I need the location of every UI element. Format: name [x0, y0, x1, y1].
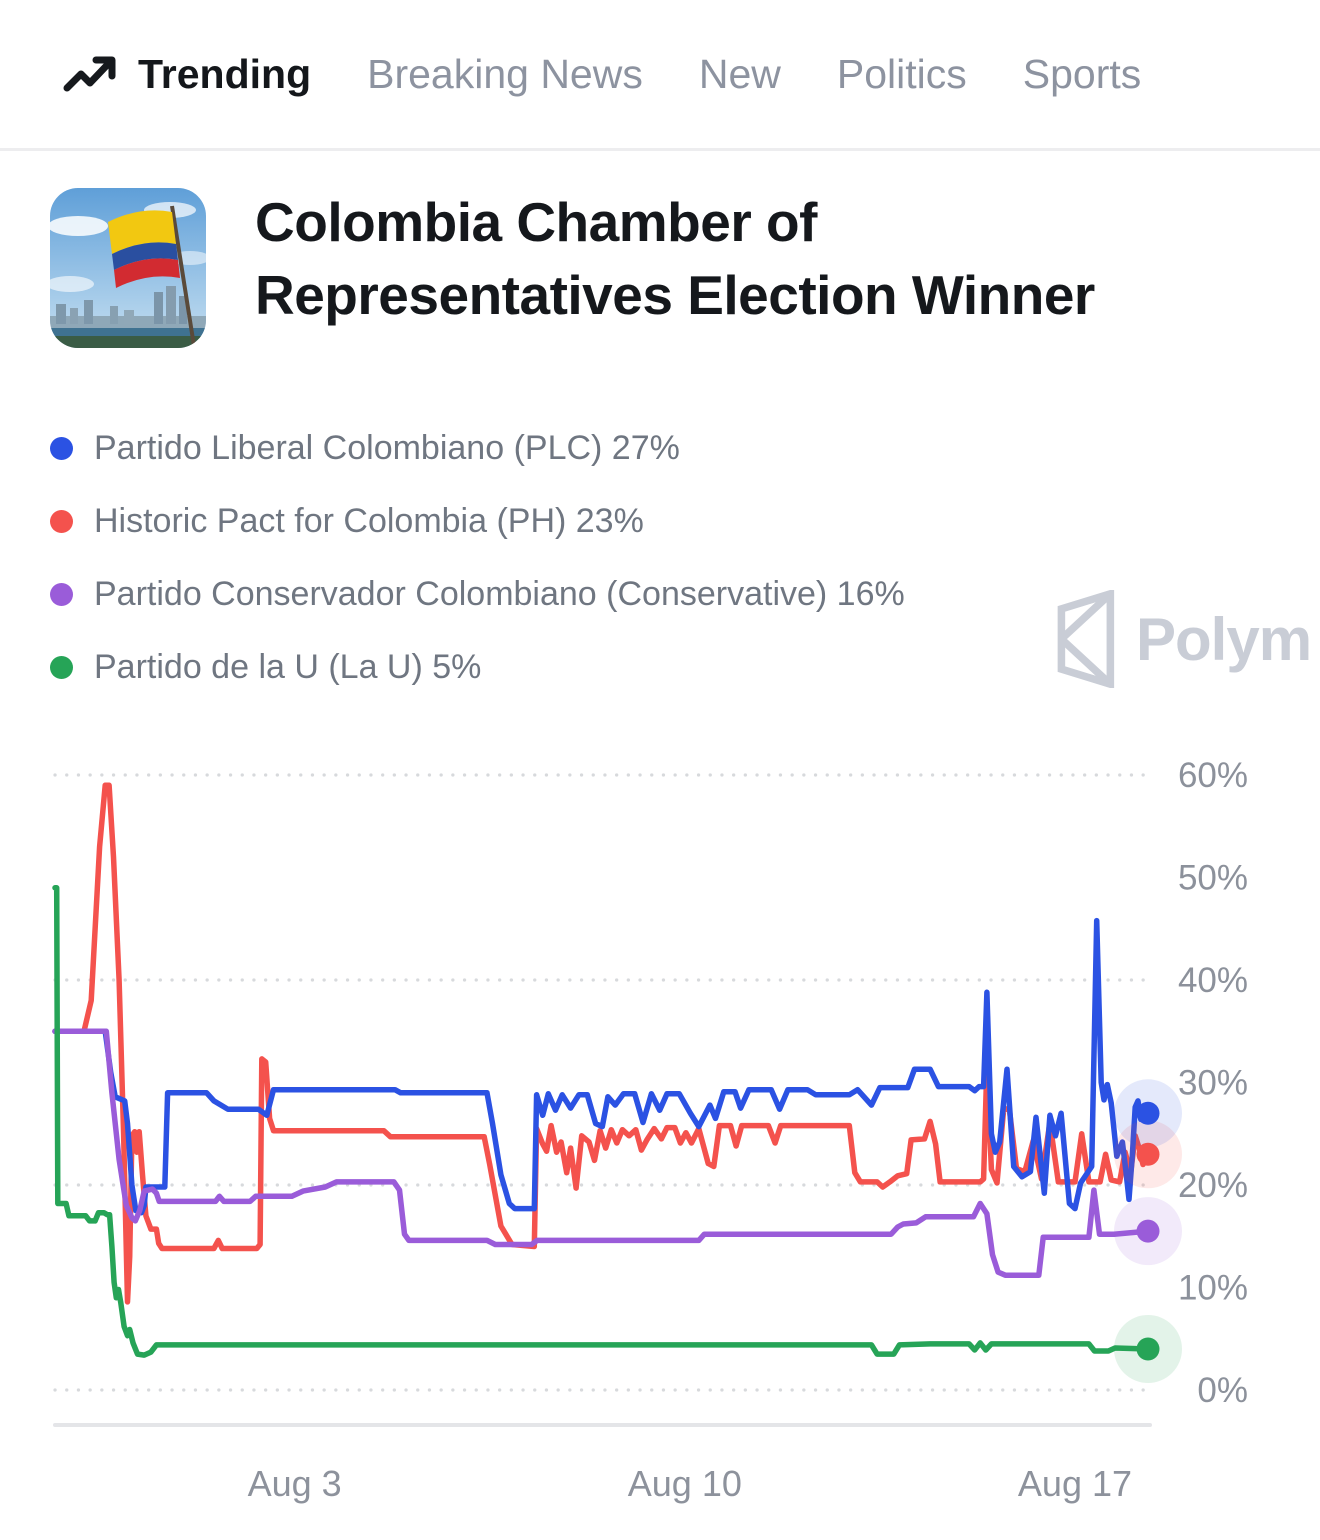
- y-axis-label-0: 0%: [1197, 1371, 1248, 1410]
- tab-new[interactable]: New: [699, 51, 781, 98]
- top-nav: Trending Breaking News New Politics Spor…: [0, 0, 1320, 151]
- trending-up-icon: [63, 56, 116, 92]
- endpoint-dot-plc: [1136, 1101, 1160, 1125]
- legend-item-conservative[interactable]: Partido Conservador Colombiano (Conserva…: [50, 558, 905, 631]
- legend-item-ph[interactable]: Historic Pact for Colombia (PH) 23%: [50, 485, 905, 558]
- y-axis-label-60: 60%: [1178, 756, 1248, 795]
- x-axis-label-aug-10: Aug 10: [628, 1463, 742, 1504]
- y-axis-label-20: 20%: [1178, 1166, 1248, 1205]
- legend-dot-red: [50, 510, 73, 533]
- nav-label: Politics: [836, 50, 967, 97]
- polymarket-watermark: Polym: [1052, 590, 1312, 688]
- market-image-colombia-flag: [50, 188, 206, 348]
- y-axis-label-50: 50%: [1178, 859, 1248, 898]
- nav-label: Breaking News: [367, 50, 643, 97]
- nav-label: New: [698, 50, 781, 97]
- legend-item-lau[interactable]: Partido de la U (La U) 5%: [50, 631, 905, 704]
- tab-sports[interactable]: Sports: [1023, 51, 1142, 98]
- tab-politics[interactable]: Politics: [837, 51, 967, 98]
- chart-legend: Partido Liberal Colombiano (PLC) 27% His…: [50, 412, 905, 704]
- series-line-lau: [52, 885, 1151, 1358]
- tab-trending[interactable]: Trending: [62, 51, 311, 98]
- y-axis-label-40: 40%: [1178, 961, 1248, 1000]
- x-axis-label-aug-3: Aug 3: [248, 1463, 342, 1504]
- legend-label: Partido de la U (La U) 5%: [94, 648, 482, 686]
- y-axis-label-30: 30%: [1178, 1064, 1248, 1103]
- endpoint-dot-ph: [1136, 1142, 1160, 1166]
- tab-breaking-news[interactable]: Breaking News: [367, 51, 643, 98]
- legend-dot-purple: [50, 583, 73, 606]
- polymarket-logo-icon: [1057, 590, 1115, 688]
- nav-label: Trending: [138, 50, 312, 97]
- price-chart[interactable]: 0% 10% 20% 30% 40% 50% 60% Aug 3 Aug 10 Aug 17: [0, 740, 1320, 1540]
- x-axis-label-aug-17: Aug 17: [1018, 1463, 1132, 1504]
- legend-dot-blue: [50, 437, 73, 460]
- y-axis-label-10: 10%: [1178, 1269, 1248, 1308]
- endpoint-dot-lau: [1136, 1337, 1160, 1361]
- series-line-plc: [52, 917, 1151, 1216]
- series-line-conservative: [52, 1028, 1151, 1278]
- legend-label: Partido Conservador Colombiano (Conserva…: [94, 575, 905, 613]
- legend-label: Partido Liberal Colombiano (PLC) 27%: [94, 429, 680, 467]
- watermark-text: Polym: [1136, 605, 1312, 673]
- legend-dot-green: [50, 656, 73, 679]
- legend-label: Historic Pact for Colombia (PH) 23%: [94, 502, 644, 540]
- nav-label: Sports: [1022, 50, 1142, 97]
- legend-item-plc[interactable]: Partido Liberal Colombiano (PLC) 27%: [50, 412, 905, 485]
- market-title: Colombia Chamber of Representatives Elec…: [255, 191, 1095, 326]
- endpoint-dot-conservative: [1136, 1219, 1160, 1243]
